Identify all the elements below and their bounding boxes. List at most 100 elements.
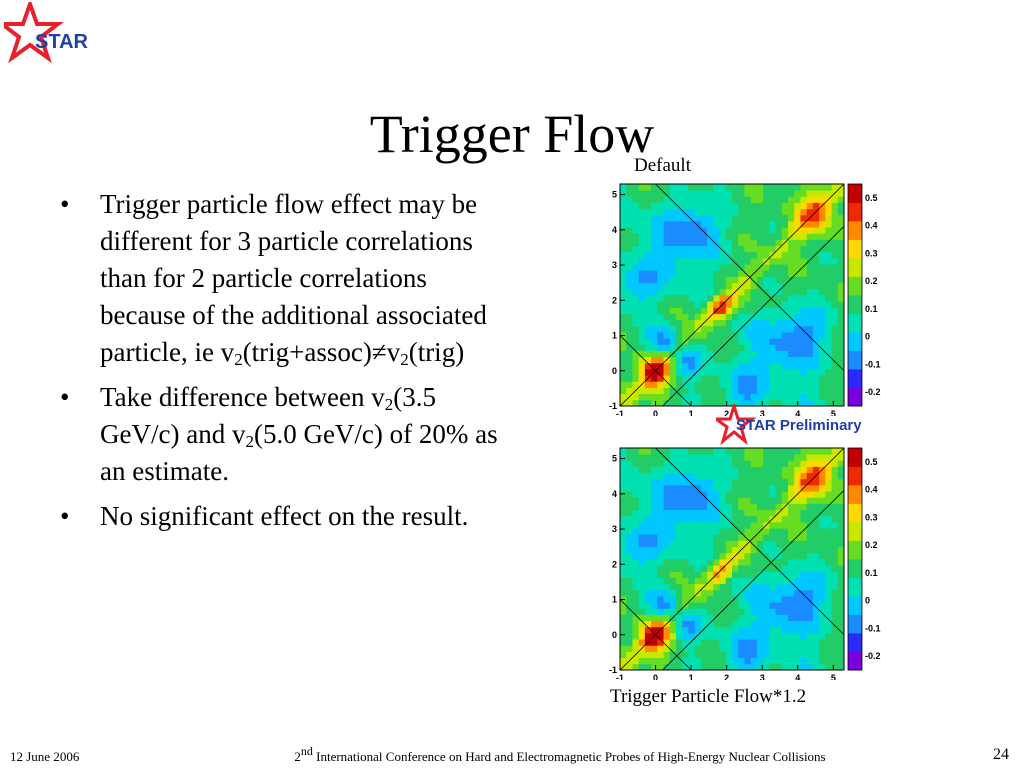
bottom-heatmap-cell xyxy=(651,478,658,486)
bottom-heatmap-cell xyxy=(788,478,795,486)
top-heatmap-cell xyxy=(831,258,839,265)
top-heatmap-cell xyxy=(738,276,745,284)
bottom-heatmap-cell xyxy=(750,639,758,646)
bottom-heatmap-cell xyxy=(750,528,758,535)
top-heatmap-cell xyxy=(794,325,801,333)
bottom-heatmap-cell xyxy=(707,639,714,646)
bottom-heatmap-cell xyxy=(669,645,677,652)
bottom-heatmap-cell xyxy=(676,552,683,560)
top-heatmap-cell xyxy=(831,233,839,240)
top-heatmap-cell xyxy=(738,196,745,203)
bottom-heatmap-cell xyxy=(756,633,764,640)
bottom-heatmap-cell xyxy=(657,534,664,541)
top-heatmap-cell xyxy=(682,258,689,265)
bottom-heatmap-cell xyxy=(738,478,745,486)
top-heatmap-cell xyxy=(812,282,820,290)
top-heatmap-cell xyxy=(788,245,795,253)
top-heatmap-cell xyxy=(806,393,814,401)
top-heatmap-cell xyxy=(719,295,727,302)
bottom-heatmap-cell xyxy=(700,657,708,665)
bottom-heatmap-cell xyxy=(825,559,832,566)
bottom-heatmap-cell xyxy=(694,620,702,628)
top-heatmap-cell xyxy=(657,221,664,228)
bottom-heatmap-cell xyxy=(719,485,727,492)
top-heatmap-cell xyxy=(837,295,845,302)
bottom-heatmap-cell xyxy=(626,540,633,548)
bottom-heatmap-cell xyxy=(732,645,739,652)
top-heatmap-cell xyxy=(750,295,758,302)
bottom-heatmap-cell xyxy=(688,454,696,461)
bottom-heatmap-cell xyxy=(825,478,832,486)
bottom-heatmap-cell xyxy=(732,626,739,634)
top-heatmap-cell xyxy=(794,251,801,259)
bottom-heatmap-cell xyxy=(688,571,696,578)
bottom-heatmap-cell xyxy=(756,540,764,548)
top-heatmap-cell xyxy=(700,251,708,259)
bottom-heatmap-cell xyxy=(837,515,845,523)
top-heatmap-cell xyxy=(719,288,727,296)
top-heatmap-cell xyxy=(700,369,708,376)
bottom-heatmap-cell xyxy=(831,491,839,498)
bottom-heatmap-cell xyxy=(806,577,814,585)
top-heatmap-cell xyxy=(750,245,758,253)
top-heatmap-cell xyxy=(688,276,696,284)
bottom-heatmap-cell xyxy=(700,651,708,659)
top-heatmap-cell xyxy=(620,295,627,302)
bottom-heatmap-cell xyxy=(837,460,845,467)
bottom-heatmap-cell xyxy=(713,651,720,659)
bottom-heatmap-cell xyxy=(781,602,789,609)
top-heatmap-cell xyxy=(769,387,776,395)
top-heatmap-cell xyxy=(812,313,820,321)
top-heatmap-cell xyxy=(806,369,814,376)
bottom-heatmap-cell xyxy=(707,589,714,597)
bottom-heatmap-cell xyxy=(806,454,814,461)
bottom-heatmap-cell xyxy=(769,448,776,455)
top-heatmap-cell xyxy=(688,387,696,395)
bottom-heatmap-cell xyxy=(725,645,733,652)
bottom-heatmap-cell xyxy=(831,620,839,628)
bottom-heatmap-offset-line xyxy=(662,490,845,671)
bottom-heatmap-cell xyxy=(638,448,646,455)
top-heatmap-cell xyxy=(763,325,770,333)
top-heatmap-y-tick-label: -1 xyxy=(609,401,617,411)
bottom-heatmap-cell xyxy=(732,522,739,529)
bottom-heatmap-cell xyxy=(812,633,820,640)
top-heatmap-cell xyxy=(800,307,808,314)
top-heatmap-cell xyxy=(775,319,783,327)
top-heatmap-x-tick-label: 5 xyxy=(831,409,836,416)
bottom-heatmap-cell xyxy=(713,448,720,455)
top-heatmap-cell xyxy=(638,387,646,395)
bottom-heatmap-cell xyxy=(825,466,832,474)
bottom-heatmap-cell xyxy=(663,608,671,615)
bottom-heatmap-cell xyxy=(806,602,814,609)
top-heatmap-cell xyxy=(825,202,832,210)
top-heatmap-cell xyxy=(651,270,658,277)
top-heatmap-cell xyxy=(663,319,671,327)
bottom-heatmap-cell xyxy=(806,509,814,517)
bottom-heatmap-cell xyxy=(707,571,714,578)
bottom-heatmap-cell xyxy=(812,460,820,467)
top-heatmap-cell xyxy=(676,233,683,240)
bottom-heatmap-cell xyxy=(756,509,764,517)
top-heatmap-cell xyxy=(732,233,739,240)
bottom-heatmap-cell xyxy=(713,472,720,480)
top-heatmap-cell xyxy=(800,387,808,395)
bottom-heatmap-cell xyxy=(775,460,783,467)
top-heatmap-cell xyxy=(831,196,839,203)
bottom-heatmap-cell xyxy=(837,565,845,572)
top-heatmap-cell xyxy=(676,196,683,203)
bottom-heatmap-cell xyxy=(694,546,702,554)
bottom-heatmap-cell xyxy=(725,466,733,474)
bottom-heatmap-cell xyxy=(657,571,664,578)
bottom-heatmap-cell xyxy=(700,608,708,615)
top-heatmap-cell xyxy=(744,264,752,271)
bottom-heatmap-cell xyxy=(825,540,832,548)
bottom-heatmap-cell xyxy=(769,466,776,474)
bottom-heatmap-cell xyxy=(788,614,795,622)
top-heatmap-cell xyxy=(707,356,714,364)
bottom-heatmap-cell xyxy=(763,491,770,498)
bottom-heatmap-cell xyxy=(800,639,808,646)
bottom-heatmap-cell xyxy=(744,472,752,480)
top-heatmap-cell xyxy=(644,387,652,395)
bottom-heatmap-cell xyxy=(794,602,801,609)
